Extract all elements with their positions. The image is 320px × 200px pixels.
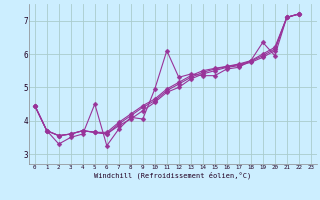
X-axis label: Windchill (Refroidissement éolien,°C): Windchill (Refroidissement éolien,°C) [94,171,252,179]
